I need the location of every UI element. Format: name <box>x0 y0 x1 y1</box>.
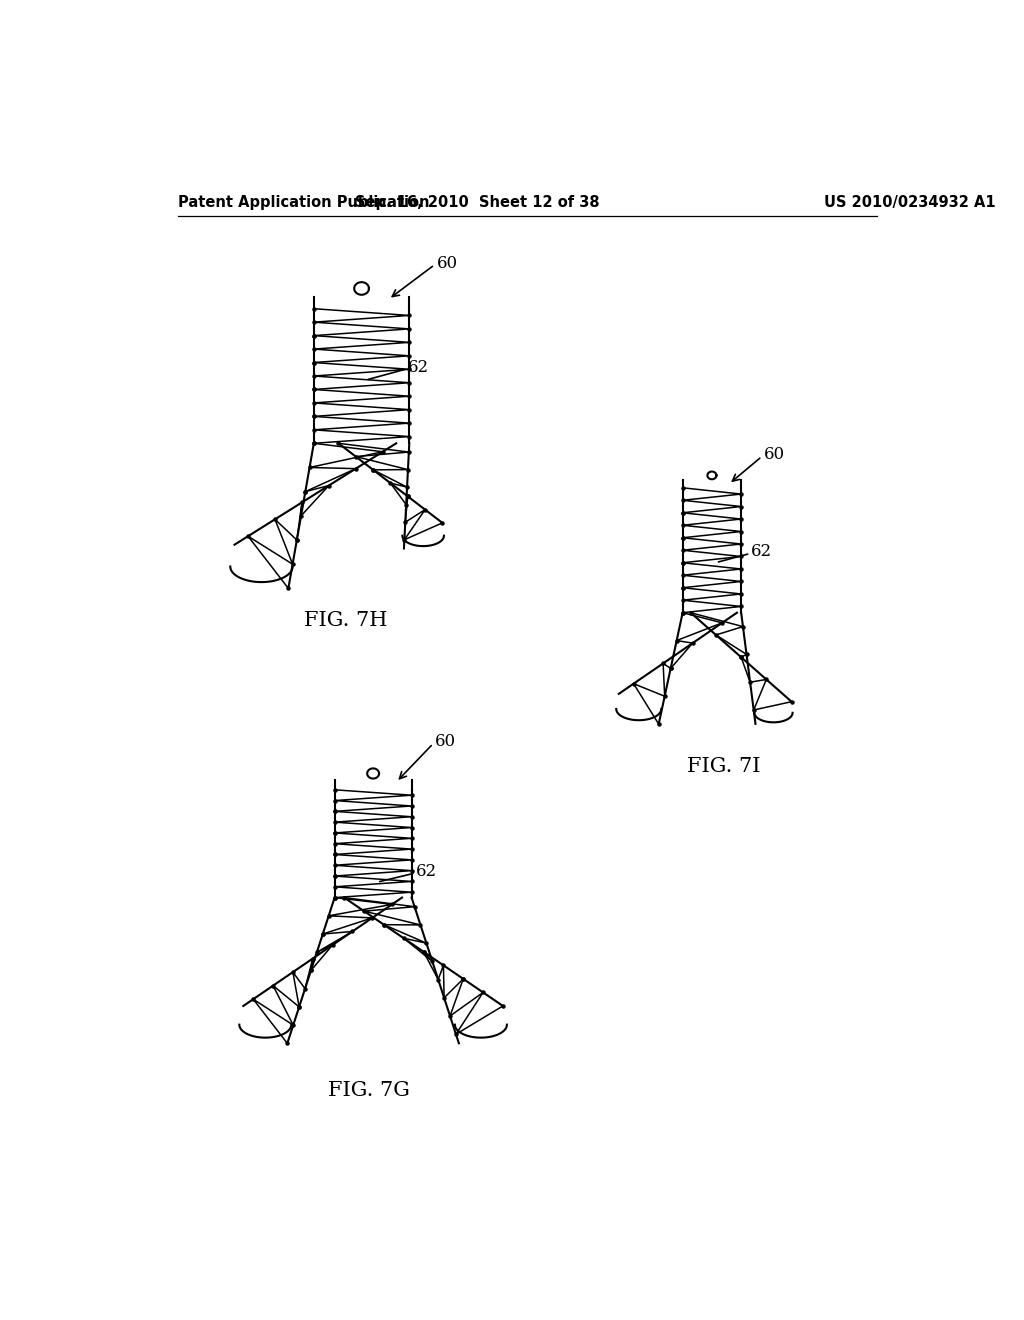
Text: 62: 62 <box>751 544 771 561</box>
Text: FIG. 7I: FIG. 7I <box>687 758 760 776</box>
Text: FIG. 7G: FIG. 7G <box>329 1081 411 1100</box>
Text: 60: 60 <box>437 255 458 272</box>
Text: 60: 60 <box>435 733 456 750</box>
Text: Patent Application Publication: Patent Application Publication <box>178 195 430 210</box>
Text: 62: 62 <box>408 359 429 376</box>
Text: FIG. 7H: FIG. 7H <box>304 611 388 630</box>
Text: 62: 62 <box>416 863 436 880</box>
Text: 60: 60 <box>764 446 784 463</box>
Text: US 2010/0234932 A1: US 2010/0234932 A1 <box>823 195 995 210</box>
Text: Sep. 16, 2010  Sheet 12 of 38: Sep. 16, 2010 Sheet 12 of 38 <box>354 195 599 210</box>
